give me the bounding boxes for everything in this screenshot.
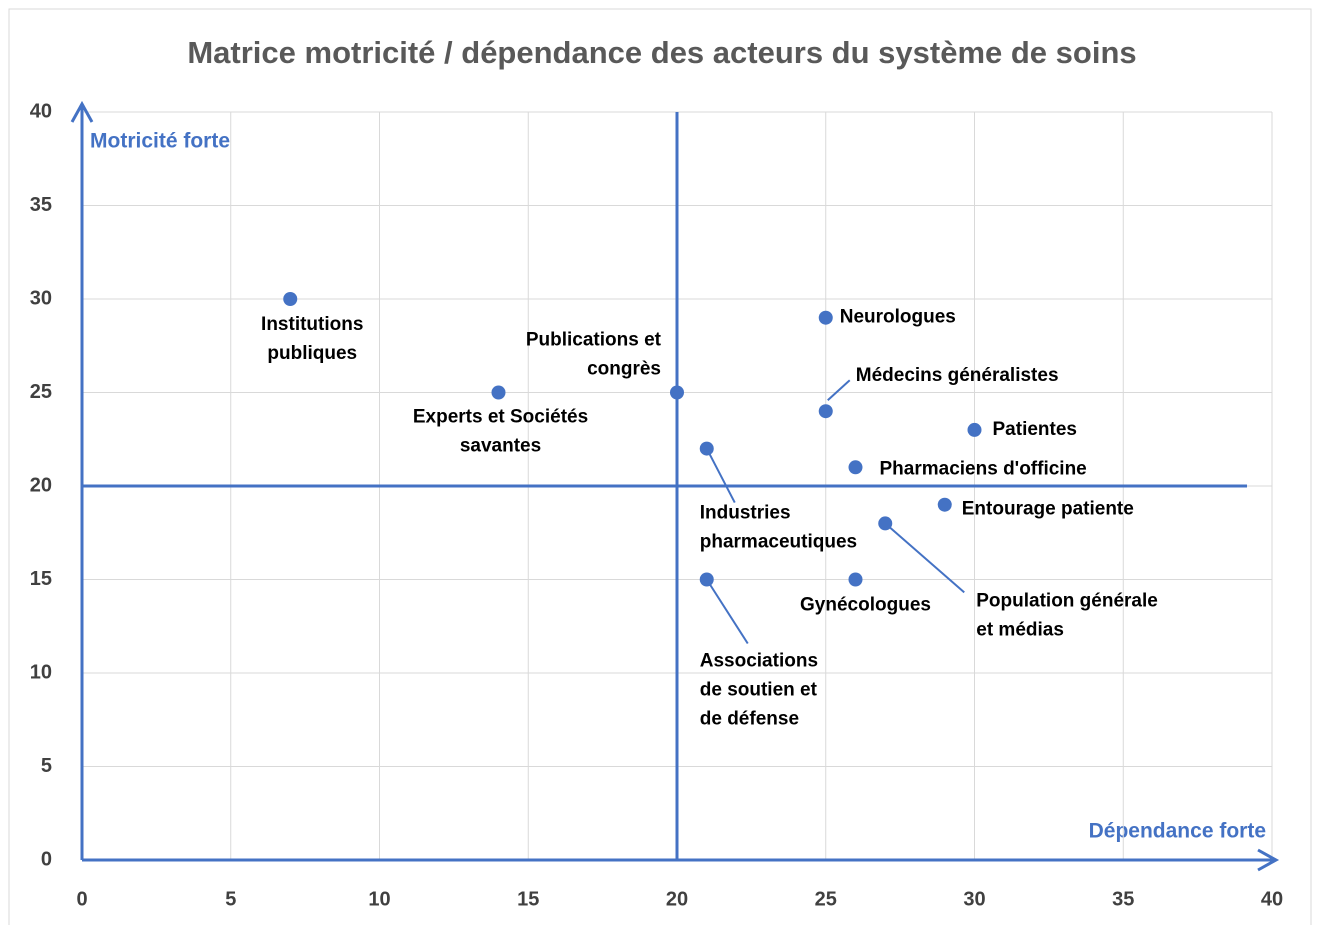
chart-title: Matrice motricité / dépendance des acteu… (187, 35, 1136, 70)
y-tick-label: 25 (30, 381, 52, 403)
y-tick-label: 5 (41, 755, 52, 777)
point (848, 460, 863, 475)
x-tick-label: 0 (76, 888, 87, 910)
leader-line (705, 578, 749, 645)
x-axis-arrow (1257, 848, 1280, 872)
point-label: congrès (587, 359, 661, 380)
leader-line (884, 522, 965, 594)
x-tick-label: 10 (368, 888, 390, 910)
leader-line (705, 448, 736, 504)
point-label: publiques (267, 343, 357, 364)
y-tick-label: 20 (30, 474, 52, 496)
x-tick-label: 25 (815, 888, 837, 910)
x-axis-label: Dépendance forte (1089, 820, 1266, 843)
chart-border (8, 8, 1312, 925)
point-label: Neurologues (840, 307, 956, 328)
y-tick-label: 30 (30, 287, 52, 309)
point-label: et médias (976, 619, 1064, 640)
point (699, 572, 714, 587)
point-label: Pharmaciens d'officine (880, 458, 1087, 479)
point-label: Entourage patiente (962, 499, 1134, 520)
x-tick-label: 20 (666, 888, 688, 910)
point-label: Institutions (261, 314, 363, 335)
point-label: Industries (700, 503, 791, 524)
point-label: de soutien et (700, 680, 818, 701)
point-label: Patientes (993, 419, 1077, 440)
y-axis-label: Motricité forte (90, 130, 230, 153)
point (818, 310, 833, 325)
point-label: Experts et Sociétés (413, 407, 588, 428)
leader-line (827, 379, 851, 401)
point (937, 497, 952, 512)
x-tick-label: 35 (1112, 888, 1134, 910)
y-tick-label: 0 (41, 848, 52, 870)
point-label: savantes (460, 436, 541, 457)
point (491, 385, 506, 400)
y-tick-label: 35 (30, 194, 52, 216)
point (670, 385, 684, 400)
point-label: de défense (700, 709, 799, 730)
y-tick-label: 15 (30, 568, 52, 590)
y-axis-arrow (70, 100, 94, 123)
point-label: Population générale (976, 590, 1158, 611)
point (967, 422, 982, 437)
point (283, 292, 298, 306)
point (878, 516, 893, 531)
point (848, 572, 863, 587)
x-tick-label: 15 (517, 888, 539, 910)
point-label: pharmaceutiques (700, 532, 857, 553)
y-tick-label: 10 (30, 661, 52, 683)
y-tick-label: 40 (30, 100, 52, 122)
x-tick-label: 40 (1261, 888, 1283, 910)
point-label: Associations (700, 651, 818, 672)
point-label: Publications et (526, 330, 662, 351)
point (818, 404, 833, 419)
x-tick-label: 5 (225, 888, 236, 910)
x-tick-label: 30 (963, 888, 985, 910)
point-label: Gynécologues (800, 595, 931, 616)
point-label: Médecins généralistes (856, 365, 1059, 386)
point (699, 441, 714, 456)
